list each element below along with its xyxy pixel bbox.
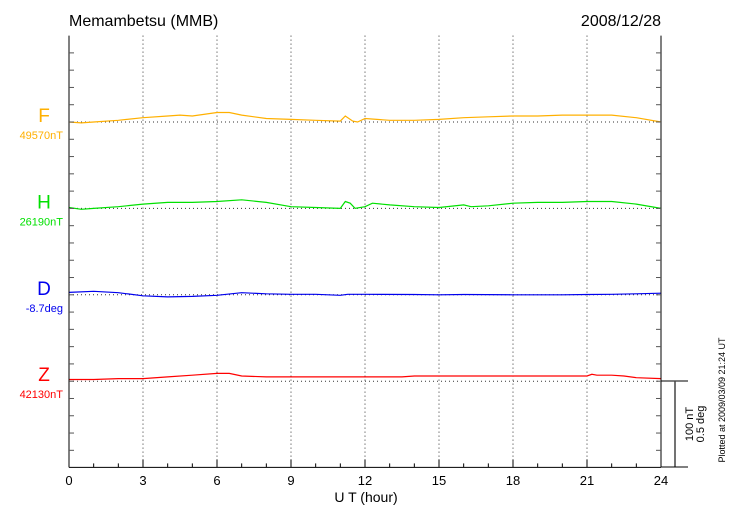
x-tick-label: 24 — [654, 473, 668, 488]
chart-title: Memambetsu (MMB) — [69, 13, 218, 30]
plotted-at-footer: Plotted at 2009/03/09 21:24 UT — [717, 337, 727, 463]
series-name-z: Z — [38, 365, 50, 386]
series-labels: F 49570nT H 26190nT D -8.7deg Z 42130nT — [20, 106, 64, 401]
baseline-value-f: 49570nT — [20, 130, 64, 142]
traces — [68, 111, 662, 381]
x-tick-label: 0 — [65, 473, 72, 488]
x-tick-label: 15 — [432, 473, 446, 488]
trace-f — [68, 111, 662, 124]
baseline-value-d: -8.7deg — [26, 303, 63, 315]
scale-bar: 100 nT 0.5 deg — [661, 380, 707, 468]
chart-date: 2008/12/28 — [581, 13, 661, 30]
series-name-d: D — [37, 279, 51, 300]
axes: 0 3 6 9 12 15 18 21 24 — [65, 35, 668, 488]
baseline-value-h: 26190nT — [20, 216, 64, 228]
trace-z — [69, 372, 662, 381]
x-tick-label: 6 — [213, 473, 220, 488]
x-tick-label: 21 — [580, 473, 594, 488]
scale-bar-deg: 0.5 deg — [695, 406, 707, 443]
grid — [69, 35, 661, 468]
scale-bar-nt: 100 nT — [684, 407, 696, 442]
series-name-h: H — [37, 192, 51, 213]
series-name-f: F — [38, 106, 50, 127]
x-tick-label: 9 — [287, 473, 294, 488]
x-axis-label: U T (hour) — [334, 489, 397, 505]
baseline-value-z: 42130nT — [20, 389, 64, 401]
x-tick-label: 12 — [358, 473, 372, 488]
trace-h — [68, 199, 662, 210]
x-tick-label: 3 — [139, 473, 146, 488]
trace-d — [68, 290, 662, 298]
x-tick-label: 18 — [506, 473, 520, 488]
